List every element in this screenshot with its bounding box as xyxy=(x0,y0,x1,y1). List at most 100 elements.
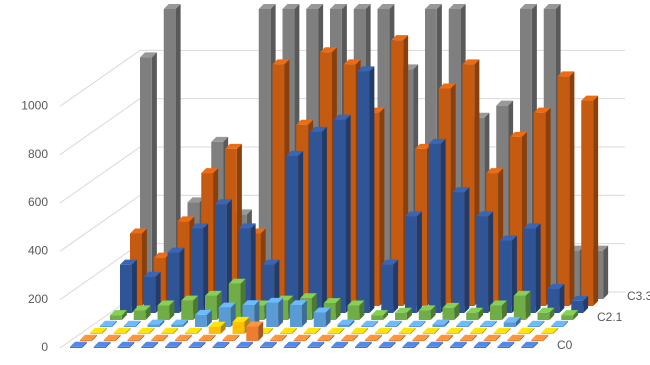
bar xyxy=(113,327,131,334)
bar-side xyxy=(369,66,375,313)
bar xyxy=(557,71,575,307)
bar-front xyxy=(262,264,275,313)
bar-front xyxy=(113,332,126,334)
bar-front xyxy=(181,300,194,320)
bar-side xyxy=(115,334,121,341)
bar-front xyxy=(561,315,574,320)
bar-top xyxy=(425,4,442,9)
bar xyxy=(133,305,151,320)
bar-side xyxy=(319,341,325,348)
bar-front xyxy=(432,324,445,327)
bar-side xyxy=(533,341,539,348)
bar-top xyxy=(140,52,157,58)
bar xyxy=(110,310,127,320)
bar-top xyxy=(395,307,412,313)
bar-side xyxy=(321,126,327,313)
bar-side xyxy=(196,327,202,334)
bar-side xyxy=(529,327,535,334)
bar xyxy=(286,150,304,313)
bar-front xyxy=(452,192,465,313)
bar-top xyxy=(497,341,515,347)
bar-side xyxy=(250,223,256,313)
bar-front xyxy=(313,312,326,327)
bar-top xyxy=(571,295,589,301)
bar xyxy=(355,341,372,348)
bar xyxy=(450,341,467,348)
bar-top xyxy=(151,334,169,340)
bar-side xyxy=(410,327,416,334)
bar-side xyxy=(258,321,264,341)
bar xyxy=(303,327,321,334)
bar xyxy=(351,327,369,334)
bar xyxy=(375,327,392,334)
bar-side xyxy=(125,327,131,334)
bar-top xyxy=(283,341,301,347)
bar-front xyxy=(473,346,486,348)
bar-front xyxy=(381,264,394,313)
bar xyxy=(165,341,182,348)
bar-top xyxy=(513,290,531,296)
bar-front xyxy=(212,346,225,348)
bar-side xyxy=(559,283,565,313)
bar-front xyxy=(460,339,472,341)
bar-front xyxy=(365,339,377,341)
bar-side xyxy=(183,319,189,327)
bar-front xyxy=(428,143,441,313)
bar-front xyxy=(541,332,554,334)
bar xyxy=(378,341,396,348)
bar xyxy=(236,341,254,348)
bar-top xyxy=(110,310,127,316)
bar-top xyxy=(537,307,555,313)
bar-side xyxy=(298,150,304,313)
bar-top xyxy=(167,247,185,253)
bar-top xyxy=(581,95,599,101)
bar-side xyxy=(525,290,531,320)
bar-top xyxy=(405,211,422,217)
bar-front xyxy=(147,324,160,327)
bar-side xyxy=(393,259,399,313)
bar-side xyxy=(169,300,175,320)
bar-front xyxy=(133,310,146,320)
bar-top xyxy=(361,320,379,326)
bar-front xyxy=(581,100,594,306)
bar-top xyxy=(503,317,521,323)
bar-top xyxy=(191,223,209,229)
bar-front xyxy=(436,339,449,341)
bar-side xyxy=(495,334,501,341)
bar-front xyxy=(503,322,516,327)
bar-top xyxy=(483,334,501,340)
bar-side xyxy=(471,334,477,341)
bar-top xyxy=(307,341,325,347)
bar xyxy=(205,290,222,320)
bar-side xyxy=(553,327,559,334)
bar-top xyxy=(272,59,290,65)
bar-side xyxy=(291,327,297,334)
bar-front xyxy=(198,339,211,341)
bar-front xyxy=(426,346,439,348)
bar-top xyxy=(415,143,432,149)
bar-front xyxy=(490,305,502,320)
bar-top xyxy=(306,4,324,9)
bar-front xyxy=(70,346,82,348)
bar xyxy=(412,334,430,341)
bar xyxy=(490,300,507,320)
bar-top xyxy=(232,316,250,322)
bar-top xyxy=(153,252,171,258)
bar xyxy=(483,334,501,341)
bar xyxy=(537,307,555,320)
bar-top xyxy=(375,327,392,333)
bar-top xyxy=(303,327,321,333)
bar-front xyxy=(137,332,150,334)
bar xyxy=(188,341,206,348)
bar-front xyxy=(143,276,156,313)
bar-top xyxy=(378,341,396,347)
bar-top xyxy=(133,305,151,311)
bar-side xyxy=(81,341,87,348)
bar-top xyxy=(258,4,276,9)
bar-side xyxy=(186,334,192,341)
y-tick-label: 1000 xyxy=(21,99,48,113)
bar-top xyxy=(185,327,202,333)
bar-front xyxy=(357,71,370,313)
bar xyxy=(402,341,420,348)
bar-side xyxy=(416,211,422,313)
